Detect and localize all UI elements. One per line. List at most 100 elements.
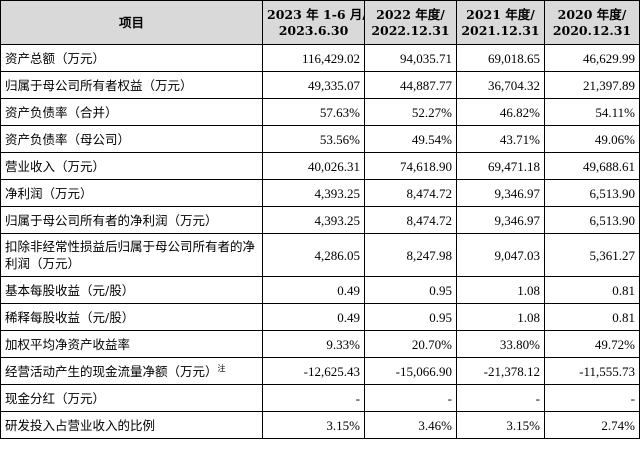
header-2021: 2021 年度/2021.12.31 bbox=[456, 0, 545, 45]
header-line2: 2021.12.31 bbox=[461, 22, 540, 38]
cell-2021: 9,346.97 bbox=[456, 179, 545, 207]
cell-2022: 0.95 bbox=[364, 276, 457, 304]
table-row: 研发投入占营业收入的比例 3.15% 3.46% 3.15% 2.74% bbox=[0, 411, 640, 439]
header-line2: 2020.12.31 bbox=[552, 22, 632, 38]
header-item: 项目 bbox=[0, 0, 263, 45]
row-label: 经营活动产生的现金流量净额（万元） bbox=[5, 363, 218, 379]
cell-2020: 6,513.90 bbox=[544, 179, 640, 207]
cell-2022: 49.54% bbox=[364, 125, 457, 153]
row-label: 资产负债率（合并） bbox=[0, 98, 263, 126]
cell-2023h1: 4,393.25 bbox=[262, 206, 365, 234]
cell-2022: 0.95 bbox=[364, 303, 457, 331]
cell-2020: 46,629.99 bbox=[544, 44, 640, 72]
row-label: 资产负债率（母公司） bbox=[0, 125, 263, 153]
cell-2023h1: 4,393.25 bbox=[262, 179, 365, 207]
cell-2023h1: 0.49 bbox=[262, 276, 365, 304]
cell-2023h1: - bbox=[262, 384, 365, 412]
row-label: 归属于母公司所有者权益（万元） bbox=[0, 71, 263, 99]
cell-2020: - bbox=[544, 384, 640, 412]
table-row: 经营活动产生的现金流量净额（万元）注 -12,625.43 -15,066.90… bbox=[0, 357, 640, 385]
header-line2: 2022.12.31 bbox=[371, 22, 450, 38]
header-2023h1: 2023 年 1-6 月/2023.6.30 bbox=[262, 0, 365, 45]
table-row: 资产负债率（合并） 57.63% 52.27% 46.82% 54.11% bbox=[0, 98, 640, 126]
cell-2020: 0.81 bbox=[544, 276, 640, 304]
cell-2022: 52.27% bbox=[364, 98, 457, 126]
header-2022: 2022 年度/2022.12.31 bbox=[364, 0, 457, 45]
cell-2020: 5,361.27 bbox=[544, 233, 640, 277]
table-row: 归属于母公司所有者权益（万元） 49,335.07 44,887.77 36,7… bbox=[0, 71, 640, 99]
table-row: 基本每股收益（元/股） 0.49 0.95 1.08 0.81 bbox=[0, 276, 640, 304]
table-row: 现金分红（万元） - - - - bbox=[0, 384, 640, 412]
cell-2022: 8,474.72 bbox=[364, 179, 457, 207]
row-label-cell: 经营活动产生的现金流量净额（万元）注 bbox=[0, 357, 263, 385]
cell-2020: 49.72% bbox=[544, 330, 640, 358]
header-line1: 2023 年 1-6 月/ bbox=[267, 6, 365, 22]
cell-2021: 9,047.03 bbox=[456, 233, 545, 277]
financial-summary-table: 项目 2023 年 1-6 月/2023.6.30 2022 年度/2022.1… bbox=[0, 0, 640, 439]
table-row: 资产总额（万元） 116,429.02 94,035.71 69,018.65 … bbox=[0, 44, 640, 72]
cell-2020: 54.11% bbox=[544, 98, 640, 126]
table-row: 扣除非经常性损益后归属于母公司所有者的净利润（万元） 4,286.05 8,24… bbox=[0, 233, 640, 277]
table-row: 归属于母公司所有者的净利润（万元） 4,393.25 8,474.72 9,34… bbox=[0, 206, 640, 234]
cell-2022: 8,474.72 bbox=[364, 206, 457, 234]
cell-2021: 43.71% bbox=[456, 125, 545, 153]
table-row: 资产负债率（母公司） 53.56% 49.54% 43.71% 49.06% bbox=[0, 125, 640, 153]
cell-2021: - bbox=[456, 384, 545, 412]
cell-2023h1: 3.15% bbox=[262, 411, 365, 439]
cell-2020: 49,688.61 bbox=[544, 152, 640, 180]
row-label: 扣除非经常性损益后归属于母公司所有者的净利润（万元） bbox=[0, 233, 263, 277]
cell-2021: 46.82% bbox=[456, 98, 545, 126]
header-line1: 2022 年度/ bbox=[376, 6, 445, 22]
cell-2021: 69,471.18 bbox=[456, 152, 545, 180]
cell-2020: 49.06% bbox=[544, 125, 640, 153]
cell-2023h1: 9.33% bbox=[262, 330, 365, 358]
cell-2023h1: -12,625.43 bbox=[262, 357, 365, 385]
cell-2023h1: 0.49 bbox=[262, 303, 365, 331]
header-2020: 2020 年度/2020.12.31 bbox=[544, 0, 640, 45]
cell-2021: -21,378.12 bbox=[456, 357, 545, 385]
cell-2023h1: 40,026.31 bbox=[262, 152, 365, 180]
cell-2020: -11,555.73 bbox=[544, 357, 640, 385]
cell-2023h1: 57.63% bbox=[262, 98, 365, 126]
row-label: 基本每股收益（元/股） bbox=[0, 276, 263, 304]
row-label: 稀释每股收益（元/股） bbox=[0, 303, 263, 331]
row-label: 归属于母公司所有者的净利润（万元） bbox=[0, 206, 263, 234]
cell-2020: 0.81 bbox=[544, 303, 640, 331]
header-line1: 2021 年度/ bbox=[466, 6, 535, 22]
cell-2022: 8,247.98 bbox=[364, 233, 457, 277]
row-label: 加权平均净资产收益率 bbox=[0, 330, 263, 358]
cell-2020: 6,513.90 bbox=[544, 206, 640, 234]
cell-2022: 94,035.71 bbox=[364, 44, 457, 72]
cell-2021: 36,704.32 bbox=[456, 71, 545, 99]
table-row: 净利润（万元） 4,393.25 8,474.72 9,346.97 6,513… bbox=[0, 179, 640, 207]
table-row: 稀释每股收益（元/股） 0.49 0.95 1.08 0.81 bbox=[0, 303, 640, 331]
header-line2: 2023.6.30 bbox=[278, 22, 349, 38]
cell-2023h1: 4,286.05 bbox=[262, 233, 365, 277]
row-label: 研发投入占营业收入的比例 bbox=[0, 411, 263, 439]
cell-2021: 1.08 bbox=[456, 276, 545, 304]
cell-2021: 1.08 bbox=[456, 303, 545, 331]
row-label: 现金分红（万元） bbox=[0, 384, 263, 412]
header-line1: 2020 年度/ bbox=[557, 6, 627, 22]
cell-2023h1: 53.56% bbox=[262, 125, 365, 153]
table-header-row: 项目 2023 年 1-6 月/2023.6.30 2022 年度/2022.1… bbox=[0, 0, 640, 45]
cell-2023h1: 116,429.02 bbox=[262, 44, 365, 72]
cell-2022: 74,618.90 bbox=[364, 152, 457, 180]
table-body: 资产总额（万元） 116,429.02 94,035.71 69,018.65 … bbox=[0, 44, 640, 439]
cell-2020: 2.74% bbox=[544, 411, 640, 439]
cell-2022: 20.70% bbox=[364, 330, 457, 358]
cell-2020: 21,397.89 bbox=[544, 71, 640, 99]
table-row: 加权平均净资产收益率 9.33% 20.70% 33.80% 49.72% bbox=[0, 330, 640, 358]
row-label: 资产总额（万元） bbox=[0, 44, 263, 72]
table-row: 营业收入（万元） 40,026.31 74,618.90 69,471.18 4… bbox=[0, 152, 640, 180]
cell-2022: 3.46% bbox=[364, 411, 457, 439]
cell-2023h1: 49,335.07 bbox=[262, 71, 365, 99]
cell-2022: - bbox=[364, 384, 457, 412]
row-label: 净利润（万元） bbox=[0, 179, 263, 207]
header-label: 项目 bbox=[118, 14, 144, 30]
cell-2021: 33.80% bbox=[456, 330, 545, 358]
footnote-marker: 注 bbox=[217, 363, 226, 373]
cell-2022: -15,066.90 bbox=[364, 357, 457, 385]
row-label: 营业收入（万元） bbox=[0, 152, 263, 180]
cell-2022: 44,887.77 bbox=[364, 71, 457, 99]
